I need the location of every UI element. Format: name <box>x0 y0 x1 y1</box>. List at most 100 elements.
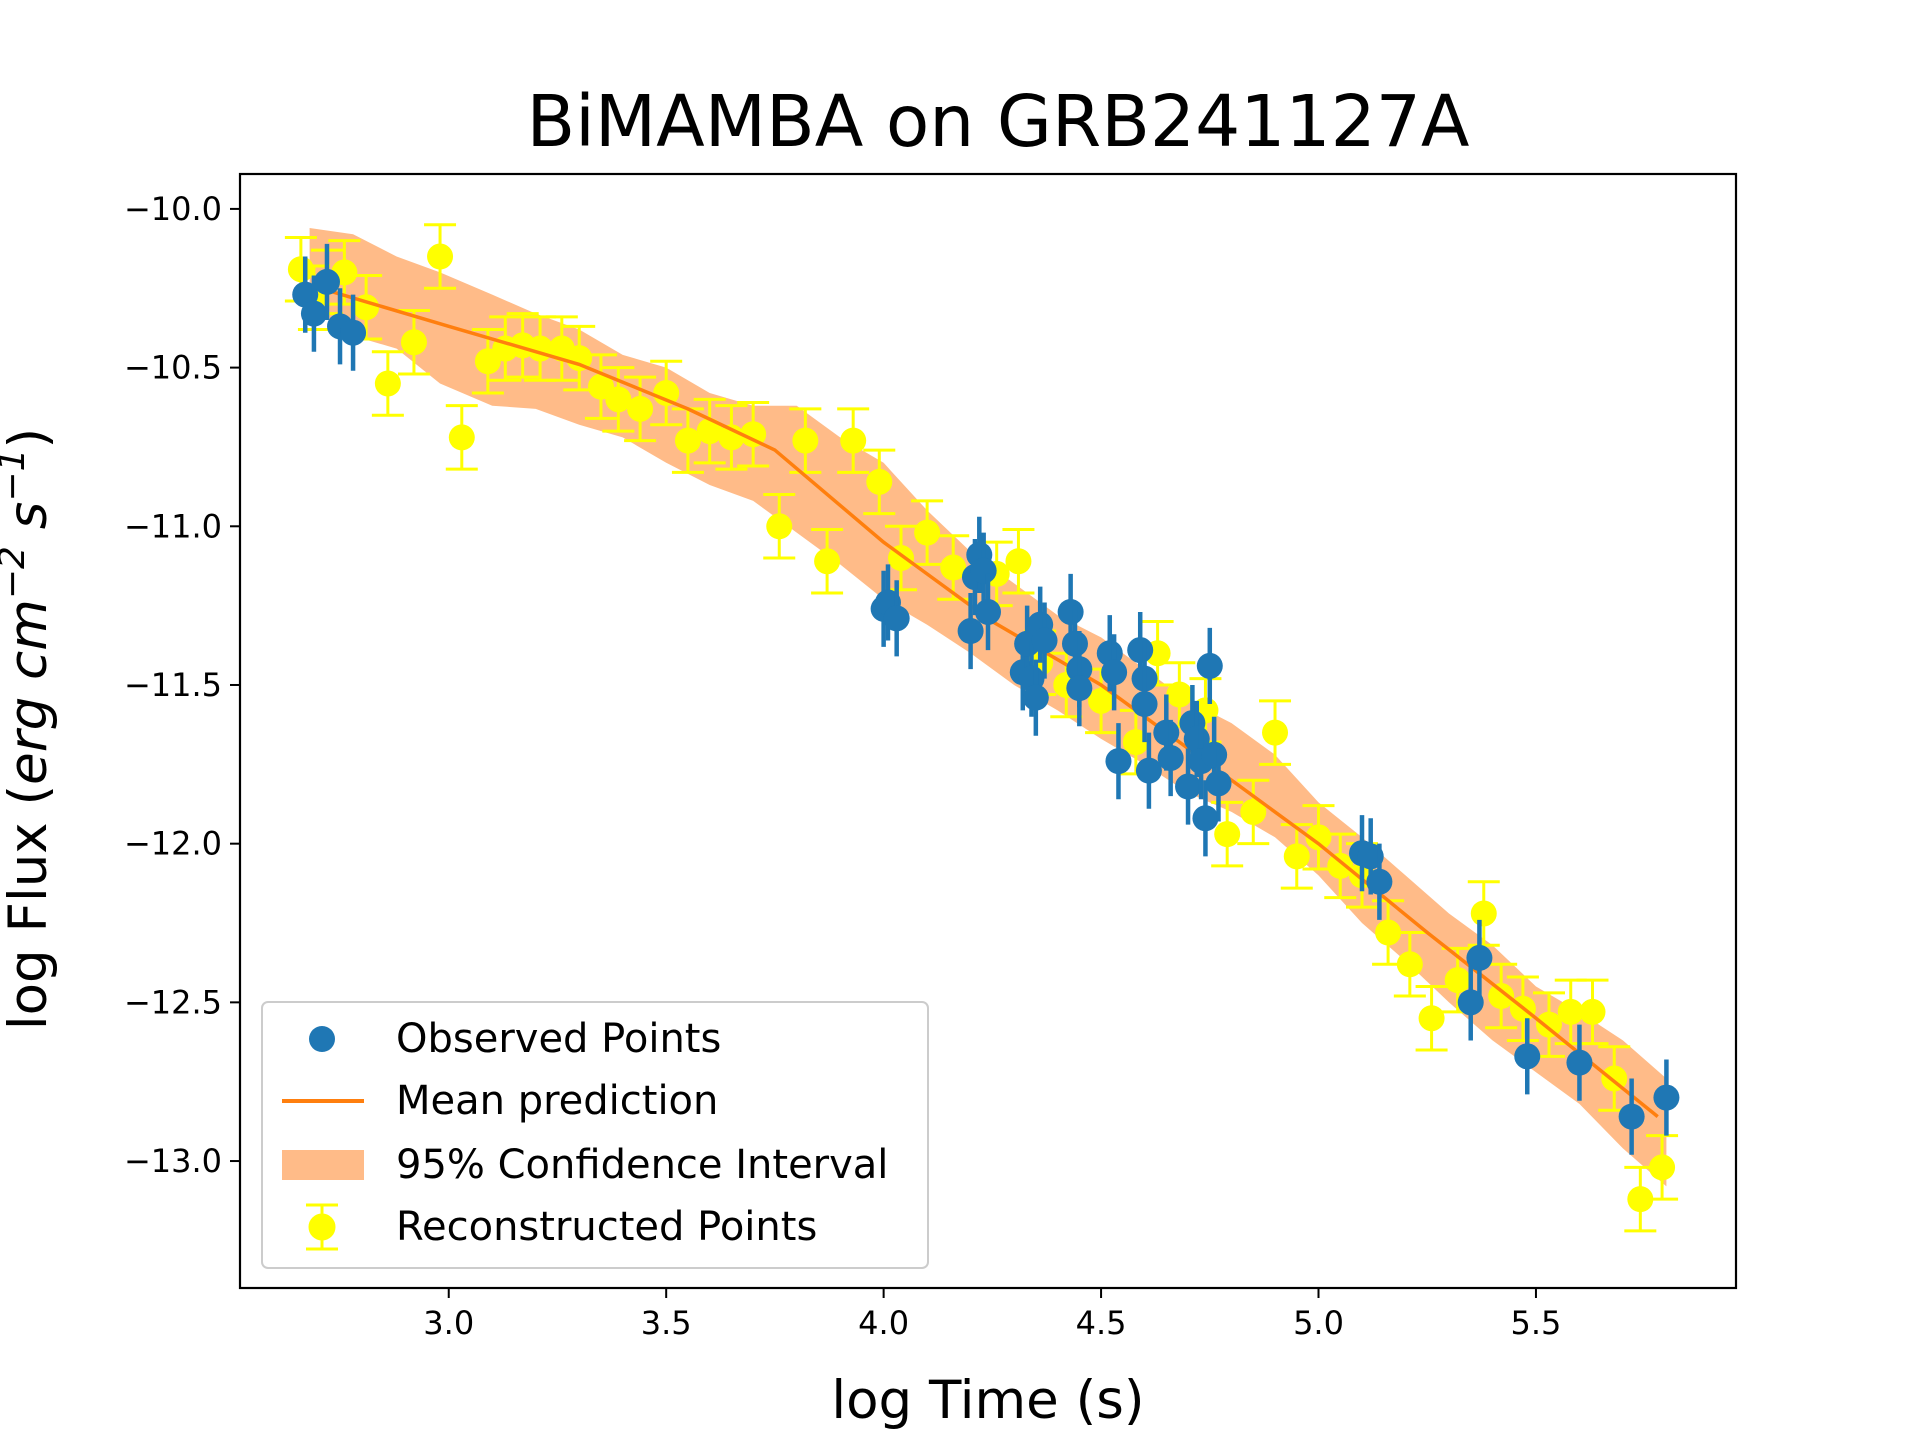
reconstructed-point <box>1396 951 1423 978</box>
y-axis-title-exp1: −2 <box>0 546 33 599</box>
observed-point <box>975 598 1001 625</box>
observed-point <box>1196 652 1223 679</box>
x-axis: 3.0 3.5 4.0 4.5 5.0 5.5 <box>423 1288 1561 1342</box>
reconstructed-point <box>400 329 427 356</box>
reconstructed-point <box>653 379 680 406</box>
reconstructed-point <box>1283 843 1310 870</box>
reconstructed-point <box>696 418 723 445</box>
y-axis: −10.0 −10.5 −11.0 −11.5 −12.0 −12.5 −13.0 <box>124 190 240 1180</box>
observed-point <box>1066 675 1093 702</box>
legend-box <box>261 1001 929 1269</box>
reconstructed-point <box>1327 852 1354 879</box>
observed-point <box>1135 757 1162 784</box>
reconstructed-point <box>627 395 654 422</box>
y-tick-label: −11.0 <box>124 507 222 545</box>
observed-point <box>1057 598 1084 625</box>
reconstructed-point <box>1088 687 1115 714</box>
observed-point <box>1153 719 1180 746</box>
reconstructed-point <box>1470 900 1497 927</box>
observed-point <box>1101 659 1128 686</box>
y-tick-label: −11.5 <box>124 666 222 704</box>
observed-point <box>970 557 997 584</box>
observed-point <box>340 319 367 346</box>
observed-point <box>1131 691 1158 718</box>
plot-content <box>284 223 1680 1233</box>
y-tick-label: −10.0 <box>124 190 222 228</box>
reconstructed-point <box>1536 1011 1562 1038</box>
reconstructed-point <box>1627 1186 1654 1213</box>
observed-point <box>1205 770 1232 797</box>
reconstructed-point <box>1166 681 1193 708</box>
y-axis-title-close: ) <box>0 428 59 449</box>
observed-point <box>1127 637 1154 664</box>
x-axis-title: log Time (s) <box>831 1370 1144 1431</box>
reconstructed-point <box>1305 824 1332 851</box>
legend-label-reconstructed: Reconstructed Points <box>396 1204 817 1250</box>
observed-point <box>1618 1103 1645 1130</box>
observed-point <box>1192 805 1219 832</box>
plot-frame <box>238 172 1738 1290</box>
observed-series <box>292 243 1680 1155</box>
observed-point <box>883 605 910 632</box>
reconstructed-point <box>866 468 893 495</box>
reconstructed-point <box>1262 719 1289 746</box>
reconstructed-point <box>1649 1154 1676 1181</box>
reconstructed-point <box>374 370 401 397</box>
y-tick-label: −12.0 <box>124 825 222 863</box>
legend-swatch-reconstructed <box>306 1203 338 1251</box>
x-tick-label: 5.5 <box>1511 1304 1562 1342</box>
reconstructed-point <box>814 548 841 575</box>
y-axis-title-units: erg cm <box>0 599 59 785</box>
observed-point <box>1031 627 1058 654</box>
legend-swatch-observed <box>309 1026 335 1052</box>
x-tick-label: 4.0 <box>858 1304 909 1342</box>
reconstructed-point <box>1418 1005 1445 1032</box>
x-tick-label: 5.0 <box>1293 1304 1344 1342</box>
reconstructed-point <box>1214 821 1241 848</box>
observed-point <box>313 268 340 295</box>
reconstructed-point <box>1579 998 1606 1025</box>
reconstructed-point <box>287 256 314 283</box>
y-tick-label: −10.5 <box>124 349 222 387</box>
y-tick-label: −13.0 <box>124 1142 222 1180</box>
y-axis-title-main: log Flux ( <box>0 785 59 1030</box>
reconstructed-point <box>1375 919 1402 946</box>
reconstructed-point <box>840 427 867 454</box>
legend-label-observed: Observed Points <box>396 1016 721 1062</box>
observed-point <box>1201 741 1228 768</box>
reconstructed-point <box>448 424 475 451</box>
y-axis-title-exp2: −1 <box>0 449 33 502</box>
reconstructed-point <box>1488 983 1515 1010</box>
reconstructed-point <box>940 554 967 581</box>
observed-point <box>1366 868 1393 895</box>
reconstructed-point <box>1005 548 1032 575</box>
observed-point <box>1157 744 1184 771</box>
reconstructed-point <box>605 386 632 413</box>
reconstructed-point <box>1240 798 1267 825</box>
reconstructed-point <box>427 243 454 270</box>
reconstructed-point <box>1444 967 1471 994</box>
observed-point <box>1466 944 1493 971</box>
observed-point <box>1022 684 1049 711</box>
observed-point <box>1653 1084 1680 1111</box>
reconstructed-point <box>1557 998 1584 1025</box>
legend-label-ci: 95% Confidence Interval <box>396 1142 888 1188</box>
reconstructed-point <box>566 345 593 372</box>
reconstructed-point <box>914 519 941 546</box>
y-axis-title-units-mid: s <box>0 502 59 546</box>
reconstructed-point <box>674 427 701 454</box>
legend-swatch-ci <box>282 1150 364 1180</box>
x-tick-label: 3.5 <box>641 1304 692 1342</box>
x-tick-label: 4.5 <box>1076 1304 1127 1342</box>
reconstructed-point <box>792 427 819 454</box>
legend: Observed Points Mean prediction 95% Conf… <box>261 1001 929 1269</box>
observed-point <box>1061 630 1088 657</box>
y-axis-title: log Flux (erg cm−2 s−1) <box>0 428 59 1030</box>
observed-point <box>1105 748 1132 775</box>
reconstructed-point <box>766 513 793 540</box>
observed-point <box>1175 773 1202 800</box>
x-tick-label: 3.0 <box>423 1304 474 1342</box>
observed-point <box>1566 1049 1593 1076</box>
legend-label-mean: Mean prediction <box>396 1078 718 1124</box>
